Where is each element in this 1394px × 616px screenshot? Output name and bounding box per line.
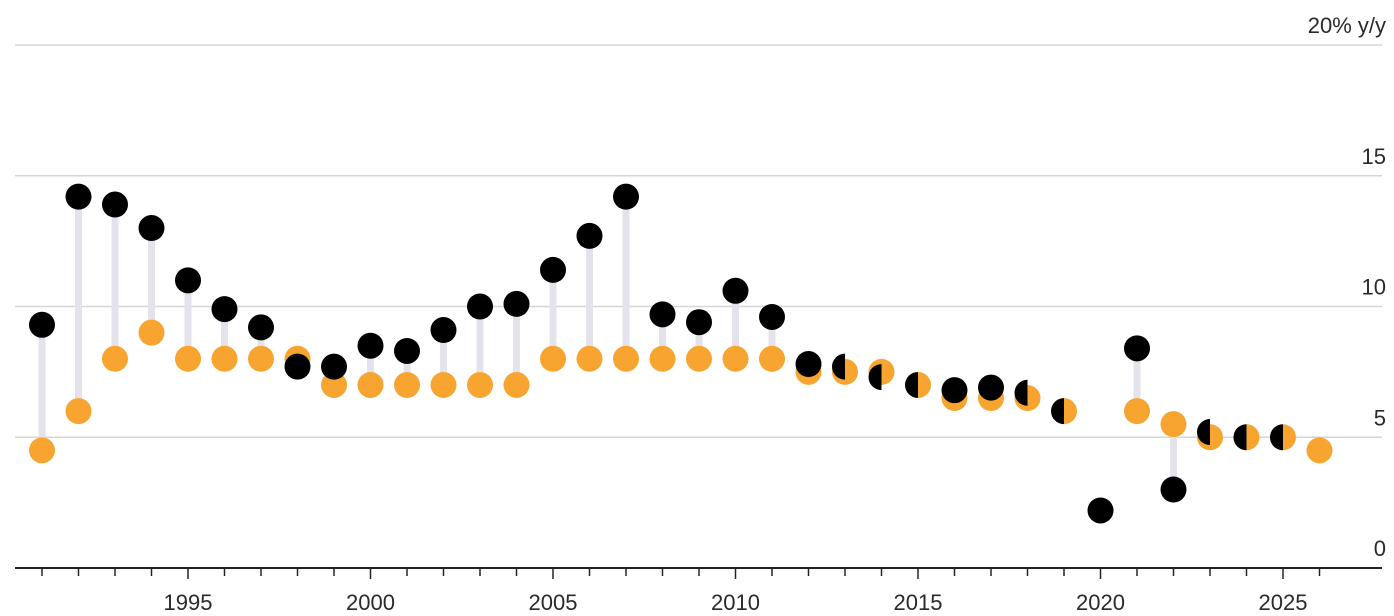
target-point-1996	[211, 345, 238, 372]
actual-point-1997	[248, 314, 274, 341]
actual-point-2006	[576, 222, 603, 249]
target-point-2011	[759, 345, 785, 372]
target-point-2002	[430, 371, 457, 398]
x-tick-label-2010: 2010	[711, 590, 760, 615]
actual-point-2014	[868, 364, 882, 391]
x-tick-label-2000: 2000	[346, 590, 395, 615]
actual-point-1991	[29, 311, 55, 338]
actual-point-2001	[394, 337, 420, 364]
y-axis-labels: 0 5 10 15 20% y/y	[1308, 13, 1386, 561]
target-point-1999	[321, 371, 347, 398]
actual-point-2024	[1233, 424, 1247, 451]
target-point-1993	[102, 345, 128, 372]
target-point-2010	[722, 345, 749, 372]
actual-point-2021	[1124, 335, 1150, 362]
y-tick-label-15: 15	[1362, 144, 1386, 169]
x-tick-label-2005: 2005	[529, 590, 578, 615]
target-point-2021	[1124, 398, 1150, 425]
actual-point-1993	[102, 191, 128, 218]
x-tick-label-2025: 2025	[1259, 590, 1308, 615]
actual-point-2010	[722, 277, 749, 304]
y-tick-label-5: 5	[1374, 405, 1386, 430]
actual-series	[29, 183, 1283, 524]
target-point-2006	[576, 345, 603, 372]
x-tick-label-2015: 2015	[894, 590, 943, 615]
actual-point-2004	[503, 290, 530, 317]
actual-point-2019	[1051, 398, 1064, 425]
actual-point-2025	[1270, 424, 1283, 451]
target-point-2008	[649, 345, 676, 372]
target-point-1992	[65, 398, 92, 425]
target-point-2000	[357, 371, 384, 398]
actual-point-1996	[211, 296, 238, 323]
target-point-2009	[686, 345, 712, 372]
actual-point-2003	[467, 293, 493, 320]
actual-point-2017	[978, 374, 1004, 401]
target-point-1994	[138, 319, 165, 346]
gridlines	[15, 44, 1382, 438]
actual-point-2005	[540, 256, 566, 283]
target-point-1995	[175, 345, 201, 372]
x-axis: 1995 2000 2005 2010 2015 2020 2025	[15, 567, 1382, 615]
actual-point-2023	[1197, 419, 1210, 446]
target-point-2004	[503, 371, 530, 398]
target-point-2003	[467, 371, 493, 398]
target-point-1997	[248, 345, 274, 372]
actual-point-2012	[795, 351, 822, 378]
actual-point-2020	[1087, 497, 1114, 524]
actual-point-2009	[686, 309, 712, 336]
actual-point-2022	[1160, 476, 1187, 503]
y-tick-label-10: 10	[1362, 275, 1386, 300]
actual-point-2013	[832, 353, 845, 380]
y-tick-label-20: 20% y/y	[1308, 13, 1386, 38]
x-tick-label-1995: 1995	[164, 590, 213, 615]
actual-point-1992	[65, 183, 92, 210]
actual-point-1999	[321, 353, 347, 380]
target-point-2005	[540, 345, 566, 372]
target-point-2007	[613, 345, 639, 372]
actual-point-2018	[1014, 379, 1028, 406]
actual-point-2016	[941, 377, 968, 404]
actual-point-1998	[284, 353, 311, 380]
target-point-2022	[1160, 411, 1187, 438]
actual-point-2008	[649, 301, 676, 328]
stems	[38, 196, 1214, 490]
target-point-2026	[1306, 437, 1333, 464]
actual-point-2015	[905, 371, 918, 398]
actual-point-2002	[430, 317, 457, 344]
y-tick-label-0: 0	[1374, 536, 1386, 561]
actual-point-1995	[175, 267, 201, 294]
actual-point-2000	[357, 332, 384, 359]
actual-point-2011	[759, 303, 785, 330]
x-tick-label-2020: 2020	[1076, 590, 1125, 615]
actual-point-2007	[613, 183, 639, 210]
actual-point-1994	[138, 215, 165, 242]
target-point-1991	[29, 437, 55, 464]
target-point-2001	[394, 371, 420, 398]
